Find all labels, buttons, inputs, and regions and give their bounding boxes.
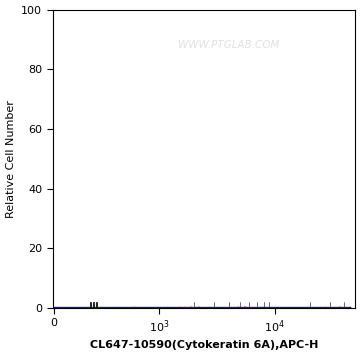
X-axis label: CL647-10590(Cytokeratin 6A),APC-H: CL647-10590(Cytokeratin 6A),APC-H bbox=[90, 340, 318, 350]
Text: WWW.PTGLAB.COM: WWW.PTGLAB.COM bbox=[178, 40, 279, 50]
Y-axis label: Relative Cell Number: Relative Cell Number bbox=[5, 100, 16, 218]
